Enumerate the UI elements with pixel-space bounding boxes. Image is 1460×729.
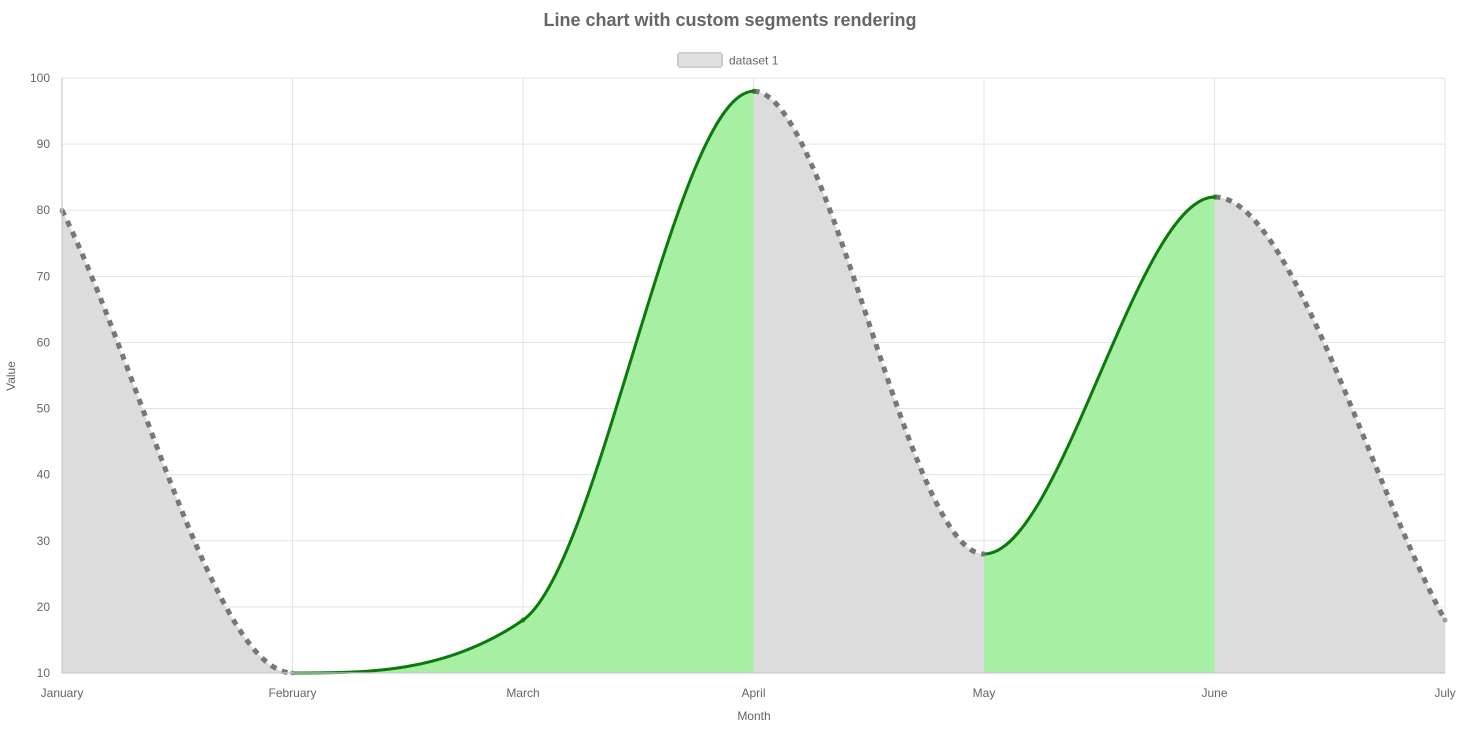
y-tick-label: 60 — [37, 335, 51, 349]
y-tick-label: 90 — [37, 137, 51, 151]
area-fills — [62, 91, 1445, 673]
x-tick-label: February — [268, 686, 316, 700]
area-segment-rising — [523, 91, 754, 673]
area-segment-falling — [753, 91, 984, 673]
y-tick-label: 100 — [30, 71, 50, 85]
x-tick-label: July — [1434, 686, 1455, 700]
x-axis-ticks: January February March April May June July — [41, 686, 1456, 700]
y-tick-label: 80 — [37, 203, 51, 217]
x-tick-label: April — [741, 686, 765, 700]
y-tick-label: 50 — [37, 402, 51, 416]
y-tick-label: 70 — [37, 269, 51, 283]
x-tick-label: May — [973, 686, 996, 700]
legend[interactable]: dataset 1 — [677, 52, 779, 68]
area-segment-falling — [62, 210, 293, 673]
x-tick-label: January — [41, 686, 84, 700]
line-segment-falling — [1214, 194, 1448, 622]
area-segment-rising — [984, 197, 1215, 673]
data-point[interactable] — [751, 88, 756, 94]
x-axis-title: Month — [737, 709, 770, 723]
data-point[interactable] — [520, 617, 526, 623]
y-tick-label: 30 — [37, 534, 51, 548]
line-segment-rising — [983, 195, 1215, 556]
data-point[interactable] — [981, 551, 987, 557]
area-segment-falling — [1214, 197, 1445, 673]
legend-swatch-dataset-1[interactable] — [677, 52, 723, 68]
data-point[interactable] — [1442, 617, 1448, 623]
chart-title: Line chart with custom segments renderin… — [543, 10, 916, 30]
data-point[interactable] — [1212, 194, 1217, 200]
y-tick-label: 10 — [37, 666, 51, 680]
y-axis-title: Value — [4, 361, 18, 391]
x-tick-label: March — [506, 686, 539, 700]
x-tick-label: June — [1201, 686, 1227, 700]
y-axis-ticks: 10 20 30 40 50 60 70 80 90 100 — [30, 71, 50, 680]
y-tick-label: 20 — [37, 600, 51, 614]
area-segment-rising — [292, 620, 523, 673]
axes — [61, 78, 1445, 674]
legend-label-dataset-1[interactable]: dataset 1 — [729, 54, 779, 68]
line-segment-falling — [753, 88, 985, 557]
y-tick-label: 40 — [37, 468, 51, 482]
line-segment-rising — [522, 89, 754, 622]
